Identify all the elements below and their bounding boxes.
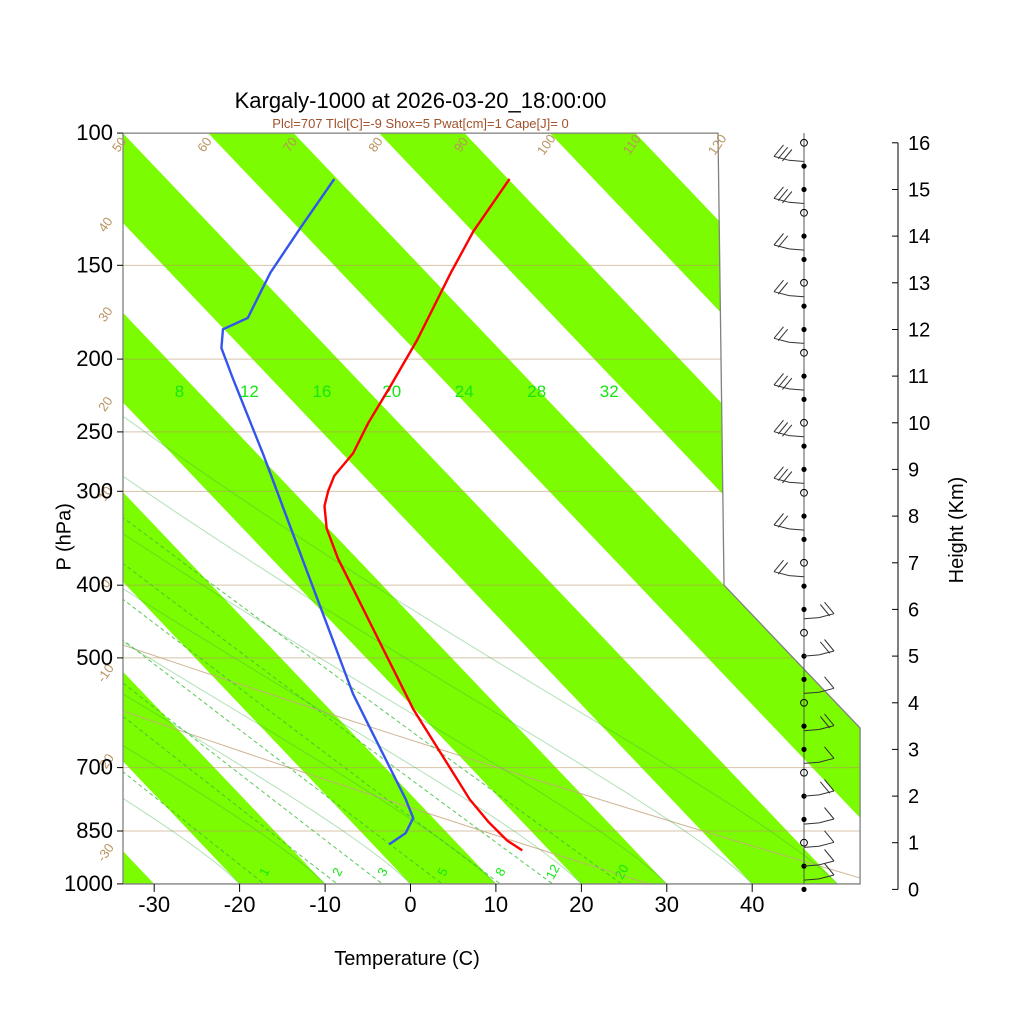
svg-text:24: 24 — [455, 382, 474, 401]
svg-text:8: 8 — [175, 382, 184, 401]
svg-text:700: 700 — [76, 755, 113, 780]
svg-text:14: 14 — [908, 226, 930, 248]
svg-text:6: 6 — [908, 599, 919, 621]
svg-text:-30: -30 — [138, 892, 170, 917]
svg-text:0: 0 — [908, 879, 919, 901]
svg-text:12: 12 — [240, 382, 259, 401]
svg-text:20: 20 — [569, 892, 593, 917]
svg-text:400: 400 — [76, 572, 113, 597]
svg-text:Temperature (C): Temperature (C) — [334, 948, 480, 970]
svg-text:850: 850 — [76, 818, 113, 843]
svg-text:2: 2 — [908, 786, 919, 808]
svg-text:11: 11 — [908, 366, 929, 388]
svg-text:1: 1 — [908, 833, 919, 855]
svg-text:12: 12 — [908, 320, 930, 342]
svg-text:-10: -10 — [309, 892, 341, 917]
svg-text:Kargaly-1000 at 2026-03-20_18:: Kargaly-1000 at 2026-03-20_18:00:00 — [235, 88, 607, 113]
svg-text:5: 5 — [908, 646, 919, 668]
svg-text:40: 40 — [740, 892, 764, 917]
svg-text:4: 4 — [908, 693, 919, 715]
svg-text:-20: -20 — [224, 892, 256, 917]
svg-text:10: 10 — [484, 892, 508, 917]
svg-text:9: 9 — [908, 459, 919, 481]
svg-text:0: 0 — [404, 892, 416, 917]
svg-text:8: 8 — [908, 506, 919, 528]
svg-text:300: 300 — [76, 478, 113, 503]
svg-text:10: 10 — [908, 413, 930, 435]
svg-text:500: 500 — [76, 645, 113, 670]
svg-text:16: 16 — [908, 133, 930, 155]
svg-text:16: 16 — [312, 382, 331, 401]
svg-text:32: 32 — [600, 382, 619, 401]
svg-text:1000: 1000 — [64, 871, 113, 896]
svg-text:Plcl=707 Tlcl[C]=-9 Shox=5 Pwa: Plcl=707 Tlcl[C]=-9 Shox=5 Pwat[cm]=1 Ca… — [272, 116, 568, 131]
svg-text:15: 15 — [908, 180, 930, 202]
svg-text:7: 7 — [908, 553, 919, 575]
svg-text:30: 30 — [655, 892, 679, 917]
svg-text:200: 200 — [76, 346, 113, 371]
svg-text:100: 100 — [76, 120, 113, 145]
svg-text:3: 3 — [908, 739, 919, 761]
svg-text:13: 13 — [908, 273, 930, 295]
svg-text:150: 150 — [76, 252, 113, 277]
svg-text:Height (Km): Height (Km) — [946, 477, 968, 584]
svg-text:28: 28 — [527, 382, 546, 401]
svg-text:P (hPa): P (hPa) — [53, 503, 75, 570]
svg-text:250: 250 — [76, 419, 113, 444]
